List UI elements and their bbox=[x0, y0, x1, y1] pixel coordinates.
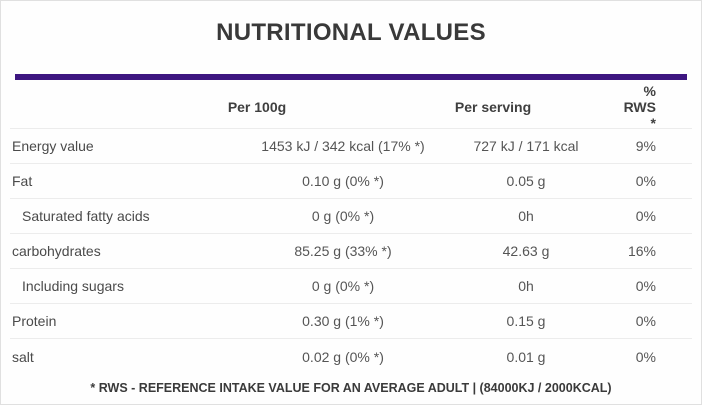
row-label: Fat bbox=[12, 173, 33, 189]
row-label: Including sugars bbox=[22, 278, 124, 294]
rws-footnote: * RWS - REFERENCE INTAKE VALUE FOR AN AV… bbox=[90, 381, 612, 395]
row-label: carbohydrates bbox=[12, 243, 101, 259]
table-row-energy: Energy value 1453 kJ / 342 kcal (17% *) … bbox=[10, 129, 692, 164]
rws-value: 9% bbox=[635, 138, 656, 154]
row-label: Protein bbox=[12, 313, 57, 329]
header-per-serving: Per serving bbox=[454, 99, 532, 115]
per-serving-value: 0h bbox=[518, 208, 534, 224]
header-rws: % RWS * bbox=[623, 83, 656, 131]
per-100g-value: 0.10 g (0% *) bbox=[302, 173, 384, 189]
row-label: Saturated fatty acids bbox=[22, 208, 150, 224]
rws-value: 16% bbox=[627, 243, 656, 259]
table-row-saturated-fat: Saturated fatty acids 0 g (0% *) 0h 0% bbox=[10, 199, 692, 234]
per-100g-value: 0.30 g (1% *) bbox=[302, 313, 384, 329]
table-row-protein: Protein 0.30 g (1% *) 0.15 g 0% bbox=[10, 304, 692, 339]
page-title: NUTRITIONAL VALUES bbox=[216, 19, 486, 46]
per-100g-value: 0.02 g (0% *) bbox=[302, 348, 384, 365]
table-row-carbohydrates: carbohydrates 85.25 g (33% *) 42.63 g 16… bbox=[10, 234, 692, 269]
header-per-100g: Per 100g bbox=[227, 99, 287, 115]
rws-value: 0% bbox=[635, 173, 656, 189]
table-row-fat: Fat 0.10 g (0% *) 0.05 g 0% bbox=[10, 164, 692, 199]
table-header-row: Per 100g Per serving % RWS * bbox=[10, 80, 692, 131]
accent-divider bbox=[15, 74, 687, 80]
row-label: Energy value bbox=[12, 138, 94, 154]
per-serving-value: 0.05 g bbox=[506, 173, 546, 189]
table-row-salt: salt 0.02 g (0% *) 0.01 g 0% bbox=[10, 339, 692, 374]
table-row-sugars: Including sugars 0 g (0% *) 0h 0% bbox=[10, 269, 692, 304]
per-100g-value: 0 g (0% *) bbox=[311, 208, 375, 224]
rws-value: 0% bbox=[635, 208, 656, 224]
per-100g-value: 1453 kJ / 342 kcal (17% *) bbox=[261, 138, 425, 154]
nutrition-table: Per 100g Per serving % RWS * Energy valu… bbox=[10, 80, 692, 374]
per-serving-value: 0.15 g bbox=[506, 313, 546, 329]
row-label: salt bbox=[12, 348, 34, 365]
per-serving-value: 0h bbox=[518, 278, 534, 294]
rws-value: 0% bbox=[635, 313, 656, 329]
per-100g-value: 0 g (0% *) bbox=[311, 278, 375, 294]
per-serving-value: 0.01 g bbox=[506, 348, 546, 365]
rws-value: 0% bbox=[635, 278, 656, 294]
rws-value: 0% bbox=[635, 348, 656, 365]
per-serving-value: 727 kJ / 171 kcal bbox=[473, 138, 579, 154]
per-serving-value: 42.63 g bbox=[502, 243, 550, 259]
per-100g-value: 85.25 g (33% *) bbox=[294, 243, 392, 259]
